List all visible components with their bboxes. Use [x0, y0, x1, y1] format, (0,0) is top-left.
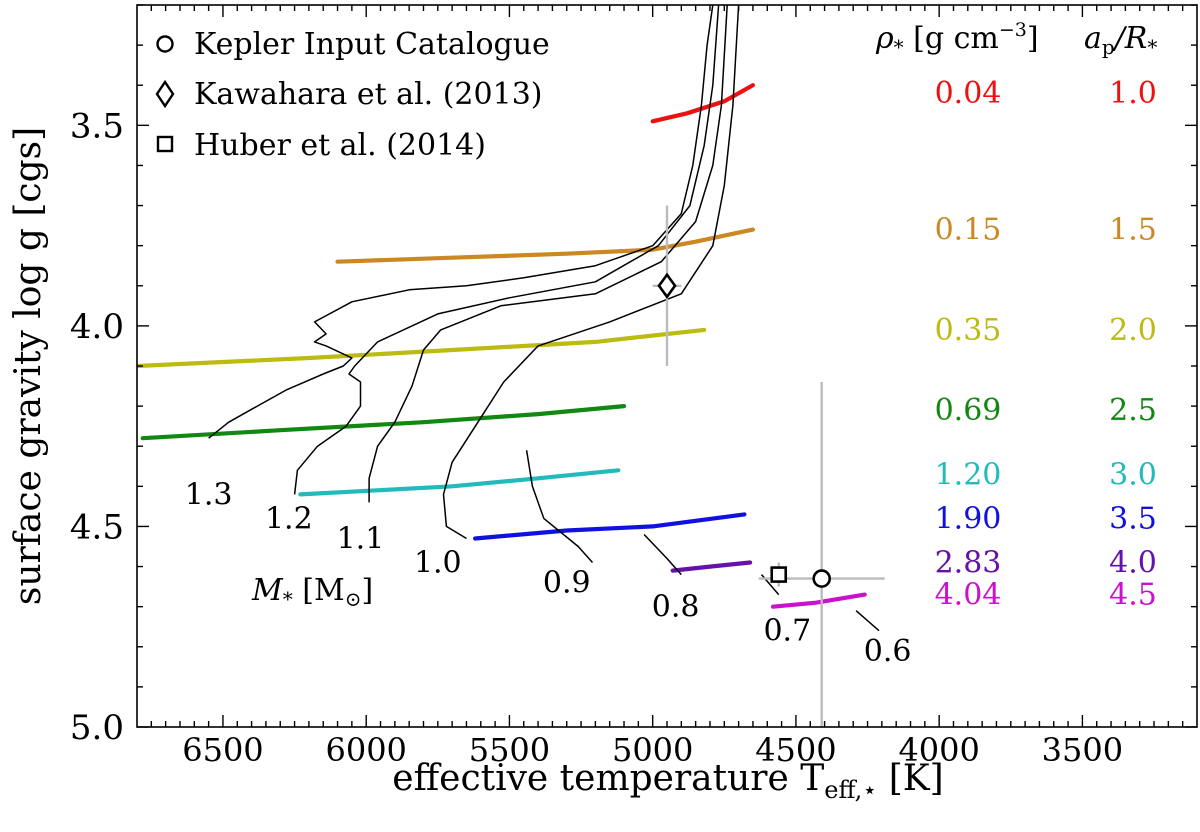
mass-label-sub: * — [283, 587, 293, 611]
mass-label-0: 1.3 — [185, 477, 233, 512]
a-header-over: /R — [1112, 21, 1148, 56]
mass-label-3: 1.0 — [414, 546, 462, 581]
mass-label-4: 0.9 — [543, 566, 591, 601]
x-tick-label: 3500 — [1042, 731, 1123, 769]
x-label-unit: [K] — [877, 758, 943, 799]
mass-label-7: 0.6 — [864, 634, 912, 669]
legend: Kepler Input Catalogue Kawahara et al. (… — [155, 27, 550, 163]
rho-header-symbol: ρ — [875, 21, 894, 56]
axis-tick-labels: 6500 6000 5500 5000 4500 4000 3500 3.5 4.0 4.5 5.0 — [70, 106, 1123, 769]
rho-header-unit: [g cm — [904, 21, 999, 56]
x-label-text: effective temperature T — [392, 758, 824, 799]
rho-value-0: 0.04 — [935, 76, 1002, 111]
density-track-2 — [137, 327, 707, 369]
legend-label-kawahara: Kawahara et al. (2013) — [194, 77, 543, 112]
mass-labels: 1.3 1.2 1.1 1.0 0.9 0.8 0.7 0.6 — [185, 477, 912, 668]
a-over-r-value-2: 2.0 — [1109, 313, 1157, 348]
rho-value-7: 4.04 — [935, 578, 1002, 613]
mass-track-3 — [442, 5, 740, 540]
density-track-0 — [650, 83, 755, 124]
rho-value-2: 0.35 — [935, 313, 1002, 348]
a-over-r-value-1: 1.5 — [1109, 213, 1157, 248]
a-header-over-sub: * — [1147, 35, 1157, 59]
y-tick-label: 4.5 — [70, 507, 124, 547]
legend-square-marker — [156, 135, 174, 153]
x-tick-label: 4000 — [898, 731, 979, 769]
x-tick-label: 5000 — [612, 731, 693, 769]
point-kawahara — [657, 272, 677, 299]
mass-track-2 — [368, 5, 728, 503]
x-label-sub: eff,⋆ — [824, 776, 877, 804]
rho-header-close: ] — [1027, 21, 1039, 56]
rho-value-1: 0.15 — [935, 213, 1002, 248]
mass-label-1: 1.2 — [265, 501, 313, 536]
x-tick-label: 4500 — [755, 731, 836, 769]
mass-track-1 — [293, 5, 720, 495]
rho-value-4: 1.20 — [935, 457, 1002, 492]
mass-tracks — [208, 5, 880, 632]
density-track-3 — [140, 404, 627, 441]
mass-track-7 — [855, 610, 880, 632]
legend-label-huber: Huber et al. (2014) — [194, 128, 486, 163]
a-over-r-value-4: 3.0 — [1109, 457, 1157, 492]
density-tracks — [137, 83, 867, 609]
a-over-r-header: ap/R* — [1084, 21, 1157, 59]
density-track-7 — [770, 592, 867, 609]
x-axis-label: effective temperature Teff,⋆ [K] — [392, 758, 943, 804]
a-over-r-value-0: 1.0 — [1109, 76, 1157, 111]
rho-value-6: 2.83 — [935, 546, 1002, 581]
mass-track-4 — [525, 450, 594, 563]
a-header-symbol: a — [1084, 21, 1102, 56]
density-track-5 — [473, 512, 747, 541]
rho-header-sub: * — [894, 35, 904, 59]
a-over-r-value-7: 4.5 — [1109, 578, 1157, 613]
rho-value-3: 0.69 — [935, 393, 1002, 428]
mass-label-unit: [M — [293, 573, 345, 608]
mass-label-5: 0.8 — [652, 590, 700, 625]
y-tick-label: 5.0 — [70, 708, 124, 748]
mass-label-unit-sub: ⊙ — [345, 587, 362, 611]
y-tick-label: 3.5 — [70, 106, 124, 146]
legend-circle-marker — [156, 35, 174, 53]
y-tick-label: 4.0 — [70, 307, 124, 347]
x-tick-label: 6000 — [325, 731, 406, 769]
rho-header: ρ* [g cm−3] — [875, 19, 1039, 59]
a-header-sub: p — [1102, 35, 1115, 59]
mass-track-5 — [643, 533, 682, 576]
legend-label-kic: Kepler Input Catalogue — [194, 27, 550, 62]
y-axis-label: surface gravity log g [cgs] — [8, 127, 49, 605]
a-over-r-value-3: 2.5 — [1109, 393, 1157, 428]
mass-label-6: 0.7 — [763, 614, 811, 649]
mass-label-2: 1.1 — [337, 521, 385, 556]
point-kic — [812, 569, 832, 588]
density-table: 0.04 1.0 0.15 1.5 0.35 2.0 0.69 2.5 1.20 3.0 1.90 3… — [935, 76, 1157, 612]
axis-ticks — [137, 4, 1197, 728]
density-track-6 — [670, 560, 753, 573]
mass-label-close: ] — [361, 573, 373, 608]
legend-diamond-marker — [155, 79, 175, 109]
rho-value-5: 1.90 — [935, 501, 1002, 536]
x-tick-label: 5500 — [469, 731, 550, 769]
rho-header-exp: −3 — [999, 19, 1027, 41]
a-over-r-value-6: 4.0 — [1109, 546, 1157, 581]
mass-label-symbol: M — [251, 573, 284, 608]
mass-axis-label: M* [M⊙] — [251, 573, 373, 611]
density-track-1 — [335, 227, 755, 264]
point-huber — [770, 566, 788, 583]
density-track-4 — [298, 468, 621, 497]
data-points — [657, 272, 832, 588]
mass-track-0 — [208, 5, 714, 439]
a-over-r-value-5: 3.5 — [1109, 501, 1157, 536]
x-tick-label: 6500 — [182, 731, 263, 769]
